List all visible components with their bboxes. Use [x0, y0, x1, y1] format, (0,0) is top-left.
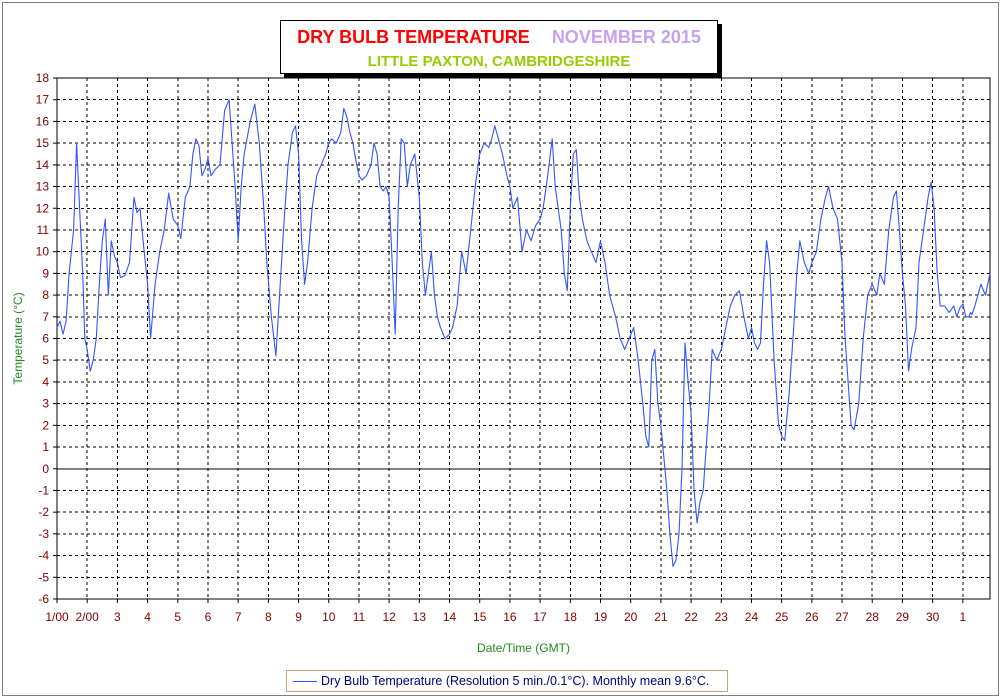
x-tick-label: 12	[382, 610, 396, 624]
x-tick-label: 4	[144, 610, 151, 624]
x-tick-label: 1	[959, 610, 966, 624]
plot-area	[56, 77, 991, 600]
x-tick-label: 25	[775, 610, 789, 624]
x-tick-label: 5	[174, 610, 181, 624]
y-axis-label: Temperature (°C)	[11, 292, 25, 384]
x-tick-label: 13	[413, 610, 427, 624]
legend-swatch	[293, 681, 317, 682]
x-tick-label: 28	[866, 610, 880, 624]
y-tick-label: 18	[36, 71, 50, 85]
x-tick-label: 6	[205, 610, 212, 624]
x-tick-label: 15	[473, 610, 487, 624]
x-tick-label: 22	[684, 610, 698, 624]
x-tick-label: 26	[805, 610, 819, 624]
x-tick-label: 24	[745, 610, 759, 624]
y-tick-label: 8	[42, 288, 49, 302]
y-tick-label: 16	[36, 114, 50, 128]
y-tick-label: 6	[42, 332, 49, 346]
y-tick-label: 4	[42, 375, 49, 389]
y-tick-label: 14	[36, 158, 50, 172]
x-tick-label: 14	[443, 610, 457, 624]
x-tick-label: 2/00	[76, 610, 100, 624]
chart-subtitle: LITTLE PAXTON, CAMBRIDGESHIRE	[367, 53, 631, 70]
legend: Dry Bulb Temperature (Resolution 5 min./…	[286, 670, 728, 692]
y-tick-label: 9	[42, 266, 49, 280]
legend-label: Dry Bulb Temperature (Resolution 5 min./…	[321, 674, 710, 688]
y-tick-label: -2	[38, 505, 49, 519]
x-tick-label: 18	[564, 610, 578, 624]
x-axis-label: Date/Time (GMT)	[477, 641, 570, 655]
y-tick-label: -5	[38, 570, 49, 584]
y-tick-label: 12	[36, 201, 50, 215]
y-tick-label: 17	[36, 93, 50, 107]
y-tick-label: 0	[42, 462, 49, 476]
x-tick-label: 17	[533, 610, 547, 624]
x-tick-label: 7	[235, 610, 242, 624]
chart-title-line: DRY BULB TEMPERATURE NOVEMBER 2015	[281, 27, 717, 48]
x-tick-label: 16	[503, 610, 517, 624]
chart-title-box: DRY BULB TEMPERATURE NOVEMBER 2015 LITTLE…	[280, 20, 718, 74]
chart-title: DRY BULB TEMPERATURE	[297, 27, 530, 47]
x-tick-label: 29	[896, 610, 910, 624]
y-tick-label: 5	[42, 353, 49, 367]
y-tick-label: 3	[42, 397, 49, 411]
x-tick-label: 20	[624, 610, 638, 624]
y-tick-label: 1	[42, 440, 49, 454]
x-tick-label: 9	[295, 610, 302, 624]
x-tick-label: 23	[715, 610, 729, 624]
x-tick-label: 10	[322, 610, 336, 624]
y-tick-label: 10	[36, 245, 50, 259]
x-tick-label: 27	[835, 610, 849, 624]
y-tick-label: -3	[38, 527, 49, 541]
x-tick-label: 8	[265, 610, 272, 624]
x-tick-label: 1/00	[45, 610, 69, 624]
y-tick-label: -4	[38, 549, 49, 563]
x-tick-label: 30	[926, 610, 940, 624]
chart-title-month: NOVEMBER 2015	[551, 27, 701, 47]
y-tick-label: 2	[42, 418, 49, 432]
y-tick-label: 15	[36, 136, 50, 150]
y-tick-label: 11	[37, 223, 50, 237]
y-tick-label: -1	[38, 483, 49, 497]
y-tick-label: -6	[38, 592, 49, 606]
x-tick-label: 3	[114, 610, 121, 624]
y-tick-label: 7	[42, 310, 49, 324]
series-line-dry-bulb-temperature	[56, 99, 991, 567]
x-tick-label: 19	[594, 610, 608, 624]
y-tick-label: 13	[36, 180, 50, 194]
x-tick-label: 11	[353, 610, 366, 624]
x-tick-label: 21	[654, 610, 668, 624]
